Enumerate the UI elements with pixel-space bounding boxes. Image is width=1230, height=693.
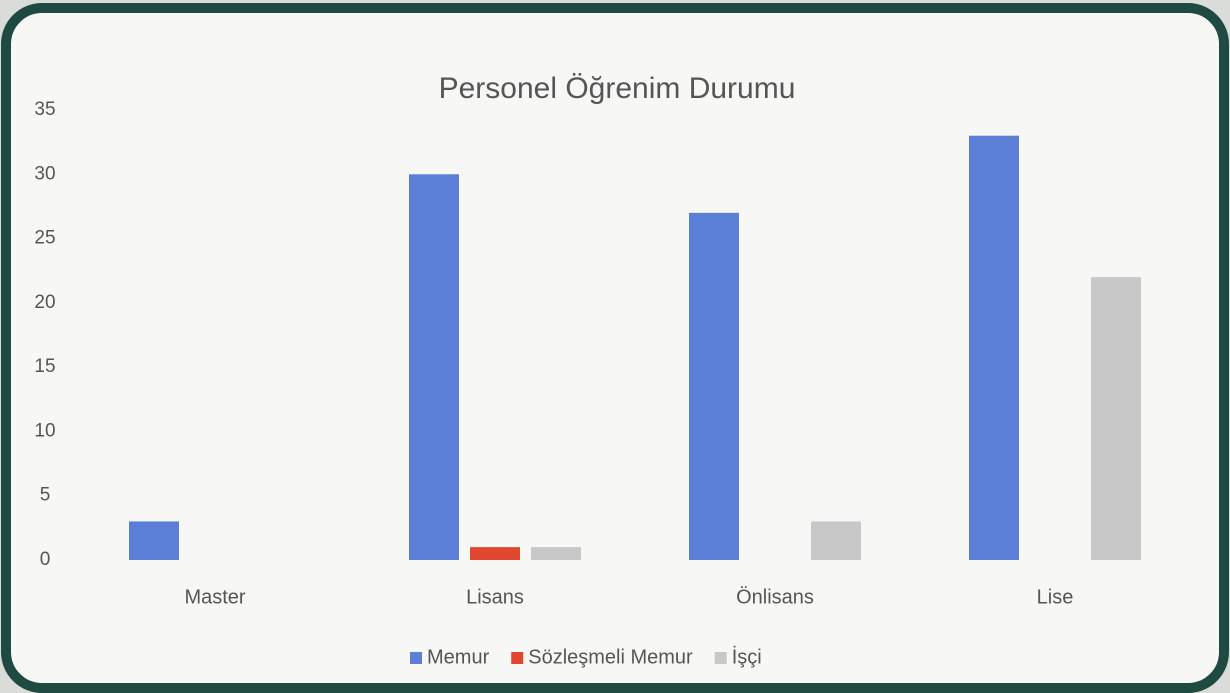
legend-swatch: [511, 652, 524, 664]
bar: [811, 521, 861, 560]
y-tick-label: 30: [34, 163, 55, 184]
legend-label: Sözleşmeli Memur: [528, 646, 693, 668]
x-tick-label: Lisans: [466, 586, 524, 608]
y-tick-label: 25: [34, 228, 55, 249]
legend-swatch: [714, 652, 727, 664]
x-tick-label: Master: [184, 586, 245, 608]
legend-swatch: [410, 652, 422, 664]
bar: [470, 547, 520, 560]
y-tick-label: 20: [34, 292, 55, 313]
bar: [969, 135, 1019, 560]
bar: [689, 212, 739, 560]
y-tick-label: 10: [34, 420, 55, 441]
bar: [409, 174, 459, 561]
y-tick-label: 35: [34, 99, 55, 120]
y-tick-label: 0: [40, 549, 51, 570]
bar: [129, 521, 179, 560]
legend-label: İşçi: [732, 645, 762, 668]
y-tick-label: 15: [34, 356, 55, 377]
bar: [531, 547, 581, 560]
legend-label: Memur: [427, 646, 490, 668]
x-tick-label: Lise: [1037, 586, 1074, 608]
bar: [1091, 277, 1141, 560]
frame: [1, 3, 1229, 693]
x-tick-label: Önlisans: [736, 586, 814, 608]
chart-title: Personel Öğrenim Durumu: [439, 72, 796, 105]
y-tick-label: 5: [40, 485, 51, 506]
